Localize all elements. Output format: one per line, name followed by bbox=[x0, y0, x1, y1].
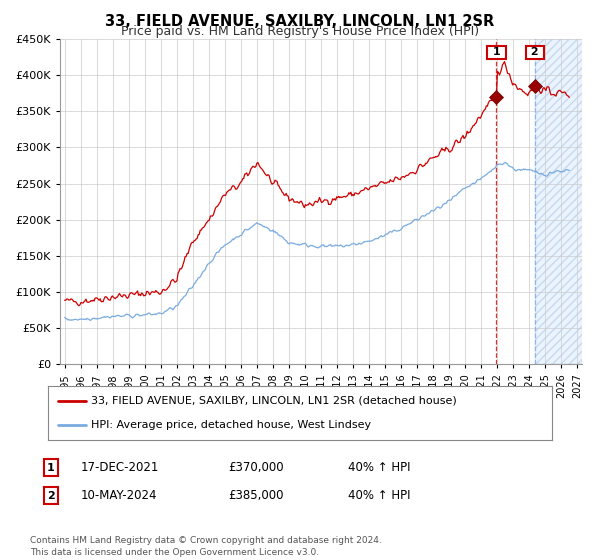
Text: 40% ↑ HPI: 40% ↑ HPI bbox=[348, 489, 410, 502]
Text: 2: 2 bbox=[47, 491, 55, 501]
Text: HPI: Average price, detached house, West Lindsey: HPI: Average price, detached house, West… bbox=[91, 420, 371, 430]
Bar bbox=[535, 39, 593, 364]
Text: Price paid vs. HM Land Registry's House Price Index (HPI): Price paid vs. HM Land Registry's House … bbox=[121, 25, 479, 38]
Text: £370,000: £370,000 bbox=[228, 461, 284, 474]
Text: 10-MAY-2024: 10-MAY-2024 bbox=[81, 489, 157, 502]
Text: £385,000: £385,000 bbox=[228, 489, 284, 502]
Text: 33, FIELD AVENUE, SAXILBY, LINCOLN, LN1 2SR (detached house): 33, FIELD AVENUE, SAXILBY, LINCOLN, LN1 … bbox=[91, 396, 457, 406]
Text: 1: 1 bbox=[47, 463, 55, 473]
Bar bbox=[535, 39, 593, 364]
Text: 33, FIELD AVENUE, SAXILBY, LINCOLN, LN1 2SR: 33, FIELD AVENUE, SAXILBY, LINCOLN, LN1 … bbox=[106, 14, 494, 29]
Text: 1: 1 bbox=[489, 48, 504, 57]
Text: 2: 2 bbox=[527, 48, 542, 57]
Text: 17-DEC-2021: 17-DEC-2021 bbox=[81, 461, 160, 474]
Text: Contains HM Land Registry data © Crown copyright and database right 2024.
This d: Contains HM Land Registry data © Crown c… bbox=[30, 536, 382, 557]
Text: 40% ↑ HPI: 40% ↑ HPI bbox=[348, 461, 410, 474]
